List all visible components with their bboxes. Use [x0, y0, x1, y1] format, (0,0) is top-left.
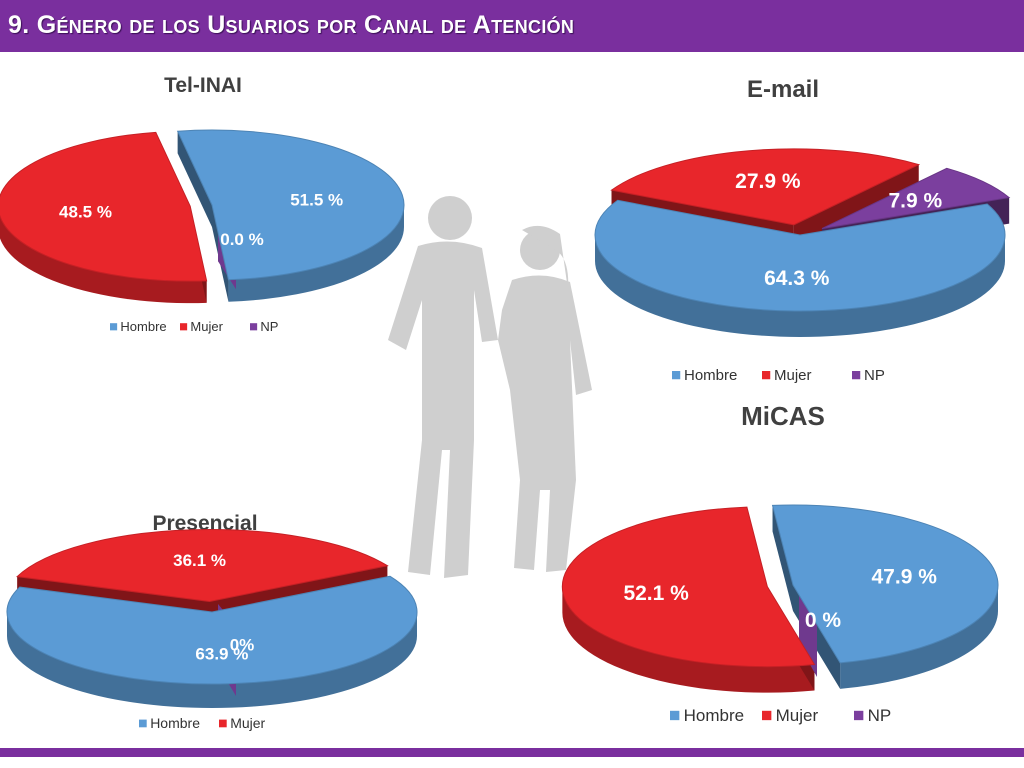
legend-swatch-np [852, 371, 861, 380]
data-label-mujer: 36.1 % [173, 551, 226, 570]
slice-mujer [0, 131, 208, 282]
chart-title: Presencial [152, 512, 257, 535]
slice-mujer-wall [0, 216, 207, 304]
data-label-mujer: 27.9 % [735, 170, 801, 193]
data-label-mujer: 52.1 % [623, 582, 689, 605]
legend-label-np: NP [260, 319, 278, 334]
data-label-hombre: 64.3 % [764, 267, 830, 290]
legend-label-hombre: Hombre [684, 367, 737, 384]
data-label-hombre: 47.9 % [872, 566, 938, 589]
legend-swatch-hombre [672, 371, 681, 380]
slice-mujer-wall [562, 586, 815, 693]
legend-label-np: NP [868, 706, 892, 725]
slice-mujer [561, 506, 816, 668]
slice-hombre-wall [840, 585, 998, 689]
slice-hombre [6, 575, 418, 685]
legend-swatch-hombre [670, 710, 680, 721]
legend-swatch-np [250, 323, 258, 331]
page-title: 9. Género de los Usuarios por Canal de A… [8, 11, 575, 39]
data-label-np: 0.0 % [220, 230, 263, 249]
footer-bar [0, 748, 1024, 757]
data-label-hombre: 51.5 % [290, 191, 343, 210]
chart-title: MiCAS [741, 401, 825, 431]
slice-np [821, 167, 1011, 230]
slice-hombre-face [772, 505, 793, 611]
couple-silhouette-icon [388, 196, 592, 579]
legend-swatch-hombre [139, 719, 147, 728]
data-label-mujer: 48.5 % [59, 203, 112, 222]
pie-chart-3: MiCAS 47.9 % 52.1 % 0 % Hombre Mujer NP [561, 401, 999, 725]
pie-chart-1: E-mail 64.3 % 27.9 % 7.9 % Hombre Mujer NP [594, 76, 1011, 384]
legend-label-hombre: Hombre [150, 715, 200, 731]
chart-title: E-mail [747, 76, 819, 103]
slice-mujer [610, 148, 921, 226]
data-label-np: 0 % [805, 609, 842, 632]
legend-swatch-np [854, 710, 864, 721]
data-label-hombre: 63.9 % [195, 645, 248, 664]
slice-hombre-wall [228, 205, 404, 302]
pie-chart-2: Presencial 63.9 % 36.1 % 0% Hombre Mujer [6, 512, 418, 731]
slice-mujer [16, 529, 389, 603]
legend-label-np: NP [864, 367, 885, 384]
slice-hombre [176, 129, 405, 281]
data-label-np: 7.9 % [888, 189, 942, 212]
slice-hombre-face [177, 131, 212, 227]
legend-label-mujer: Mujer [774, 367, 812, 384]
slice-hombre [594, 199, 1006, 312]
legend-swatch-hombre [110, 323, 118, 331]
pie-chart-0: Tel-INAI 51.5 % 48.5 % 0.0 % Hombre Mujer NP [0, 74, 405, 334]
header-bar: 9. Género de los Usuarios por Canal de A… [0, 0, 1024, 52]
legend-swatch-mujer [762, 371, 771, 380]
legend-label-hombre: Hombre [120, 319, 166, 334]
legend-label-mujer: Mujer [230, 715, 265, 731]
slice-hombre [771, 504, 999, 664]
legend-swatch-mujer [219, 719, 227, 728]
slice-hombre-wall [7, 612, 417, 708]
slice-hombre-wall [595, 235, 1005, 337]
legend-label-mujer: Mujer [190, 319, 223, 334]
legend-swatch-mujer [762, 710, 772, 721]
data-label-np: 0% [230, 635, 255, 654]
chart-title: Tel-INAI [164, 74, 242, 97]
legend-swatch-mujer [180, 323, 188, 331]
legend-label-hombre: Hombre [684, 706, 744, 725]
legend-label-mujer: Mujer [776, 706, 819, 725]
